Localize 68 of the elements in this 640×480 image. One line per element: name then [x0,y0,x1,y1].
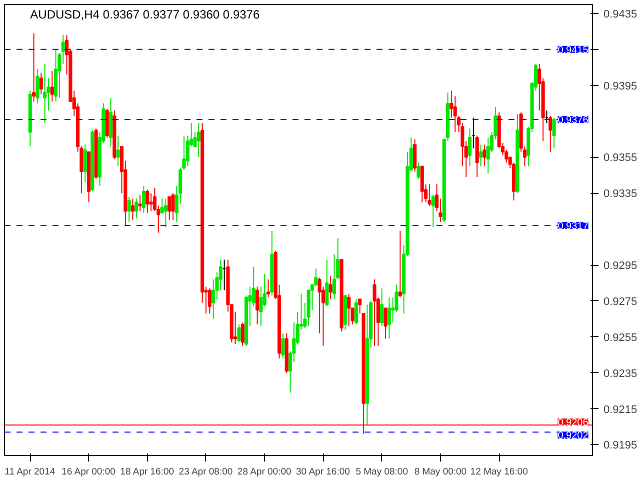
candlestick [413,138,417,172]
candlestick [138,194,142,212]
candlestick [168,196,172,221]
ref-line-label: 0.9206 [558,417,589,428]
candlestick [372,278,376,346]
candlestick [478,144,483,167]
y-tick-label: 0.9215 [604,404,638,416]
x-tick-label: 8 May 00:00 [414,466,467,478]
chart-title: AUDUSD,H4 0.9367 0.9377 0.9360 0.9376 [30,8,260,22]
candlestick [552,117,556,149]
candlestick [208,288,212,314]
y-tick-label: 0.9355 [604,152,638,164]
y-tick-label: 0.9275 [604,296,638,308]
candlestick [149,192,153,212]
y-tick-label: 0.9255 [604,332,638,344]
candlestick [428,184,432,206]
candlestick [468,128,472,167]
candlestick [314,268,318,288]
y-tick-label: 0.9295 [604,260,638,272]
x-tick-label: 16 Apr 00:00 [62,466,116,478]
candlestick [354,298,358,325]
x-tick-label: 28 Apr 00:00 [237,466,292,478]
ref-line-label: 0.9317 [558,221,589,232]
candlestick [380,288,384,327]
x-tick-label: 12 May 16:00 [470,466,528,478]
candlestick [240,322,244,346]
candlestick [50,70,54,102]
x-tick-label: 23 Apr 08:00 [178,466,233,478]
candlestick [387,296,391,340]
candlestick [32,32,36,102]
x-tick-label: 5 May 08:00 [356,466,408,478]
candlestick [142,185,146,214]
candlestick [39,72,43,95]
candlestick [116,135,120,167]
candlestick [146,189,150,214]
candlestick [127,196,131,222]
candlestick [416,162,420,180]
candlestick [325,259,329,307]
candlestick [548,115,552,152]
x-tick-label: 30 Apr 16:00 [296,466,350,478]
candlestick [36,68,40,104]
candlestick [43,63,47,124]
candlestick [171,192,175,221]
candlestick [237,324,241,343]
candlestick [398,230,402,298]
y-tick-label: 0.9435 [604,8,638,20]
candlestick [328,275,332,300]
ref-line-label: 0.9376 [558,114,589,126]
candlestick [281,332,285,359]
candlestick [256,286,260,325]
y-tick-label: 0.9395 [604,80,638,92]
candlestick [196,122,200,158]
ref-line-label: 0.9415 [558,44,589,56]
candlestick [347,293,351,327]
candlestick [134,198,138,219]
candlestick [83,144,87,183]
x-tick-label: 11 Apr 2014 [4,466,56,478]
candlestick [266,278,270,298]
candlestick [164,198,168,228]
candlestick [431,194,435,228]
y-tick-label: 0.9235 [604,368,638,380]
x-tick-label: 18 Apr 16:00 [120,466,174,478]
y-tick-label: 0.9335 [604,188,638,200]
candlestick [438,198,442,222]
candlestick [384,308,388,340]
candlestick [482,144,486,167]
candlestick [130,198,135,221]
y-tick-label: 0.9195 [604,440,638,452]
